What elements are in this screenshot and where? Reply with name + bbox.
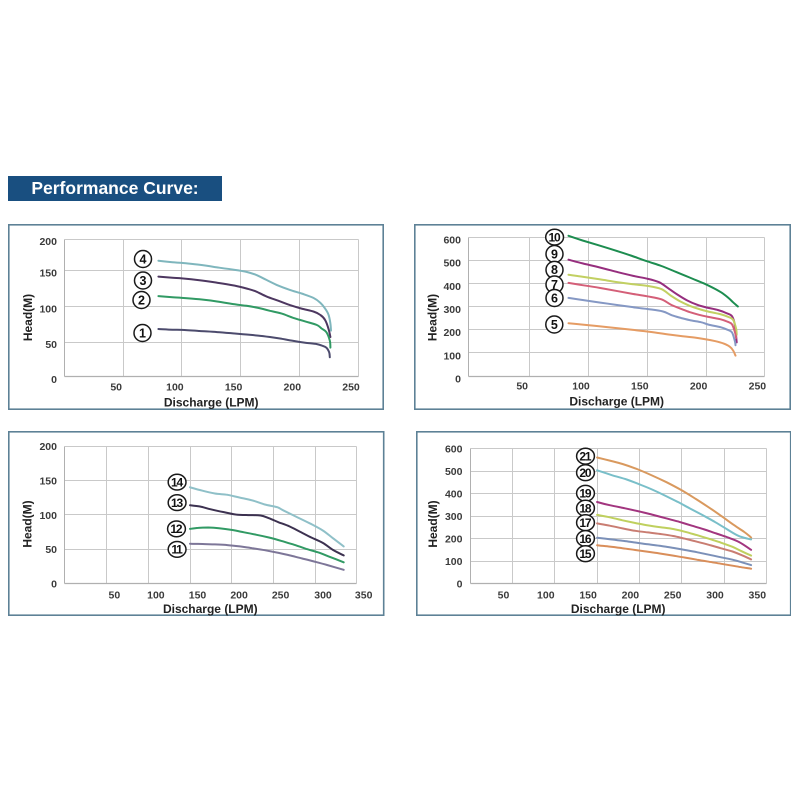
svg-text:200: 200 xyxy=(39,236,57,248)
svg-text:600: 600 xyxy=(443,235,461,247)
svg-text:350: 350 xyxy=(748,590,766,602)
svg-text:250: 250 xyxy=(663,590,681,602)
svg-text:1: 1 xyxy=(139,326,146,340)
svg-text:200: 200 xyxy=(690,381,708,393)
svg-text:Discharge (LPM): Discharge (LPM) xyxy=(570,602,665,616)
svg-text:0: 0 xyxy=(51,374,57,386)
svg-text:100: 100 xyxy=(572,381,590,393)
svg-text:50: 50 xyxy=(45,339,57,351)
svg-text:500: 500 xyxy=(443,258,461,270)
svg-text:350: 350 xyxy=(355,590,373,602)
svg-text:150: 150 xyxy=(39,475,57,487)
svg-text:15: 15 xyxy=(579,547,591,561)
svg-text:100: 100 xyxy=(39,510,57,522)
svg-text:150: 150 xyxy=(225,381,243,393)
svg-text:100: 100 xyxy=(443,350,461,362)
svg-text:50: 50 xyxy=(497,590,509,602)
svg-text:9: 9 xyxy=(551,247,558,261)
svg-text:Head(M): Head(M) xyxy=(426,294,440,341)
svg-text:50: 50 xyxy=(110,381,122,393)
svg-text:5: 5 xyxy=(551,318,558,332)
svg-text:400: 400 xyxy=(443,281,461,293)
svg-text:0: 0 xyxy=(456,579,462,591)
svg-text:50: 50 xyxy=(516,381,528,393)
svg-text:50: 50 xyxy=(45,544,57,556)
svg-text:150: 150 xyxy=(39,268,57,280)
svg-text:3: 3 xyxy=(140,274,147,288)
svg-text:6: 6 xyxy=(551,291,558,305)
svg-text:500: 500 xyxy=(444,466,462,478)
svg-text:100: 100 xyxy=(444,556,462,568)
svg-text:7: 7 xyxy=(551,278,558,292)
svg-text:250: 250 xyxy=(749,381,767,393)
svg-text:Discharge (LPM): Discharge (LPM) xyxy=(569,395,664,409)
svg-text:Head(M): Head(M) xyxy=(21,500,35,547)
svg-text:0: 0 xyxy=(455,374,461,386)
svg-text:Head(M): Head(M) xyxy=(21,294,35,341)
svg-text:0: 0 xyxy=(51,579,57,591)
svg-text:200: 200 xyxy=(230,590,248,602)
svg-text:50: 50 xyxy=(109,590,121,602)
svg-text:18: 18 xyxy=(579,502,591,516)
svg-text:19: 19 xyxy=(579,487,591,501)
svg-text:250: 250 xyxy=(272,590,290,602)
svg-text:200: 200 xyxy=(443,327,461,339)
svg-text:8: 8 xyxy=(551,263,558,277)
svg-text:250: 250 xyxy=(342,381,360,393)
svg-text:16: 16 xyxy=(579,532,591,546)
svg-text:20: 20 xyxy=(579,466,591,480)
svg-text:Discharge (LPM): Discharge (LPM) xyxy=(164,395,259,409)
svg-text:13: 13 xyxy=(171,496,183,510)
svg-text:100: 100 xyxy=(166,381,184,393)
svg-text:17: 17 xyxy=(579,516,591,530)
svg-text:300: 300 xyxy=(314,590,332,602)
svg-text:2: 2 xyxy=(138,293,145,307)
svg-text:200: 200 xyxy=(621,590,639,602)
svg-text:Discharge (LPM): Discharge (LPM) xyxy=(163,602,258,616)
svg-text:100: 100 xyxy=(147,590,165,602)
svg-text:Head(M): Head(M) xyxy=(426,500,440,547)
svg-text:300: 300 xyxy=(444,511,462,523)
svg-text:11: 11 xyxy=(171,543,183,557)
svg-text:200: 200 xyxy=(39,441,57,453)
svg-text:150: 150 xyxy=(631,381,649,393)
svg-text:10: 10 xyxy=(549,230,561,244)
svg-text:100: 100 xyxy=(537,590,555,602)
svg-text:200: 200 xyxy=(284,381,302,393)
svg-text:21: 21 xyxy=(579,450,591,464)
svg-text:150: 150 xyxy=(579,590,597,602)
svg-text:14: 14 xyxy=(171,475,183,489)
svg-text:400: 400 xyxy=(444,489,462,501)
svg-text:150: 150 xyxy=(189,590,207,602)
svg-text:12: 12 xyxy=(170,522,182,536)
svg-text:600: 600 xyxy=(444,444,462,456)
svg-text:100: 100 xyxy=(39,304,57,316)
svg-text:200: 200 xyxy=(444,534,462,546)
svg-text:4: 4 xyxy=(140,252,147,266)
svg-text:300: 300 xyxy=(443,304,461,316)
svg-text:300: 300 xyxy=(706,590,724,602)
